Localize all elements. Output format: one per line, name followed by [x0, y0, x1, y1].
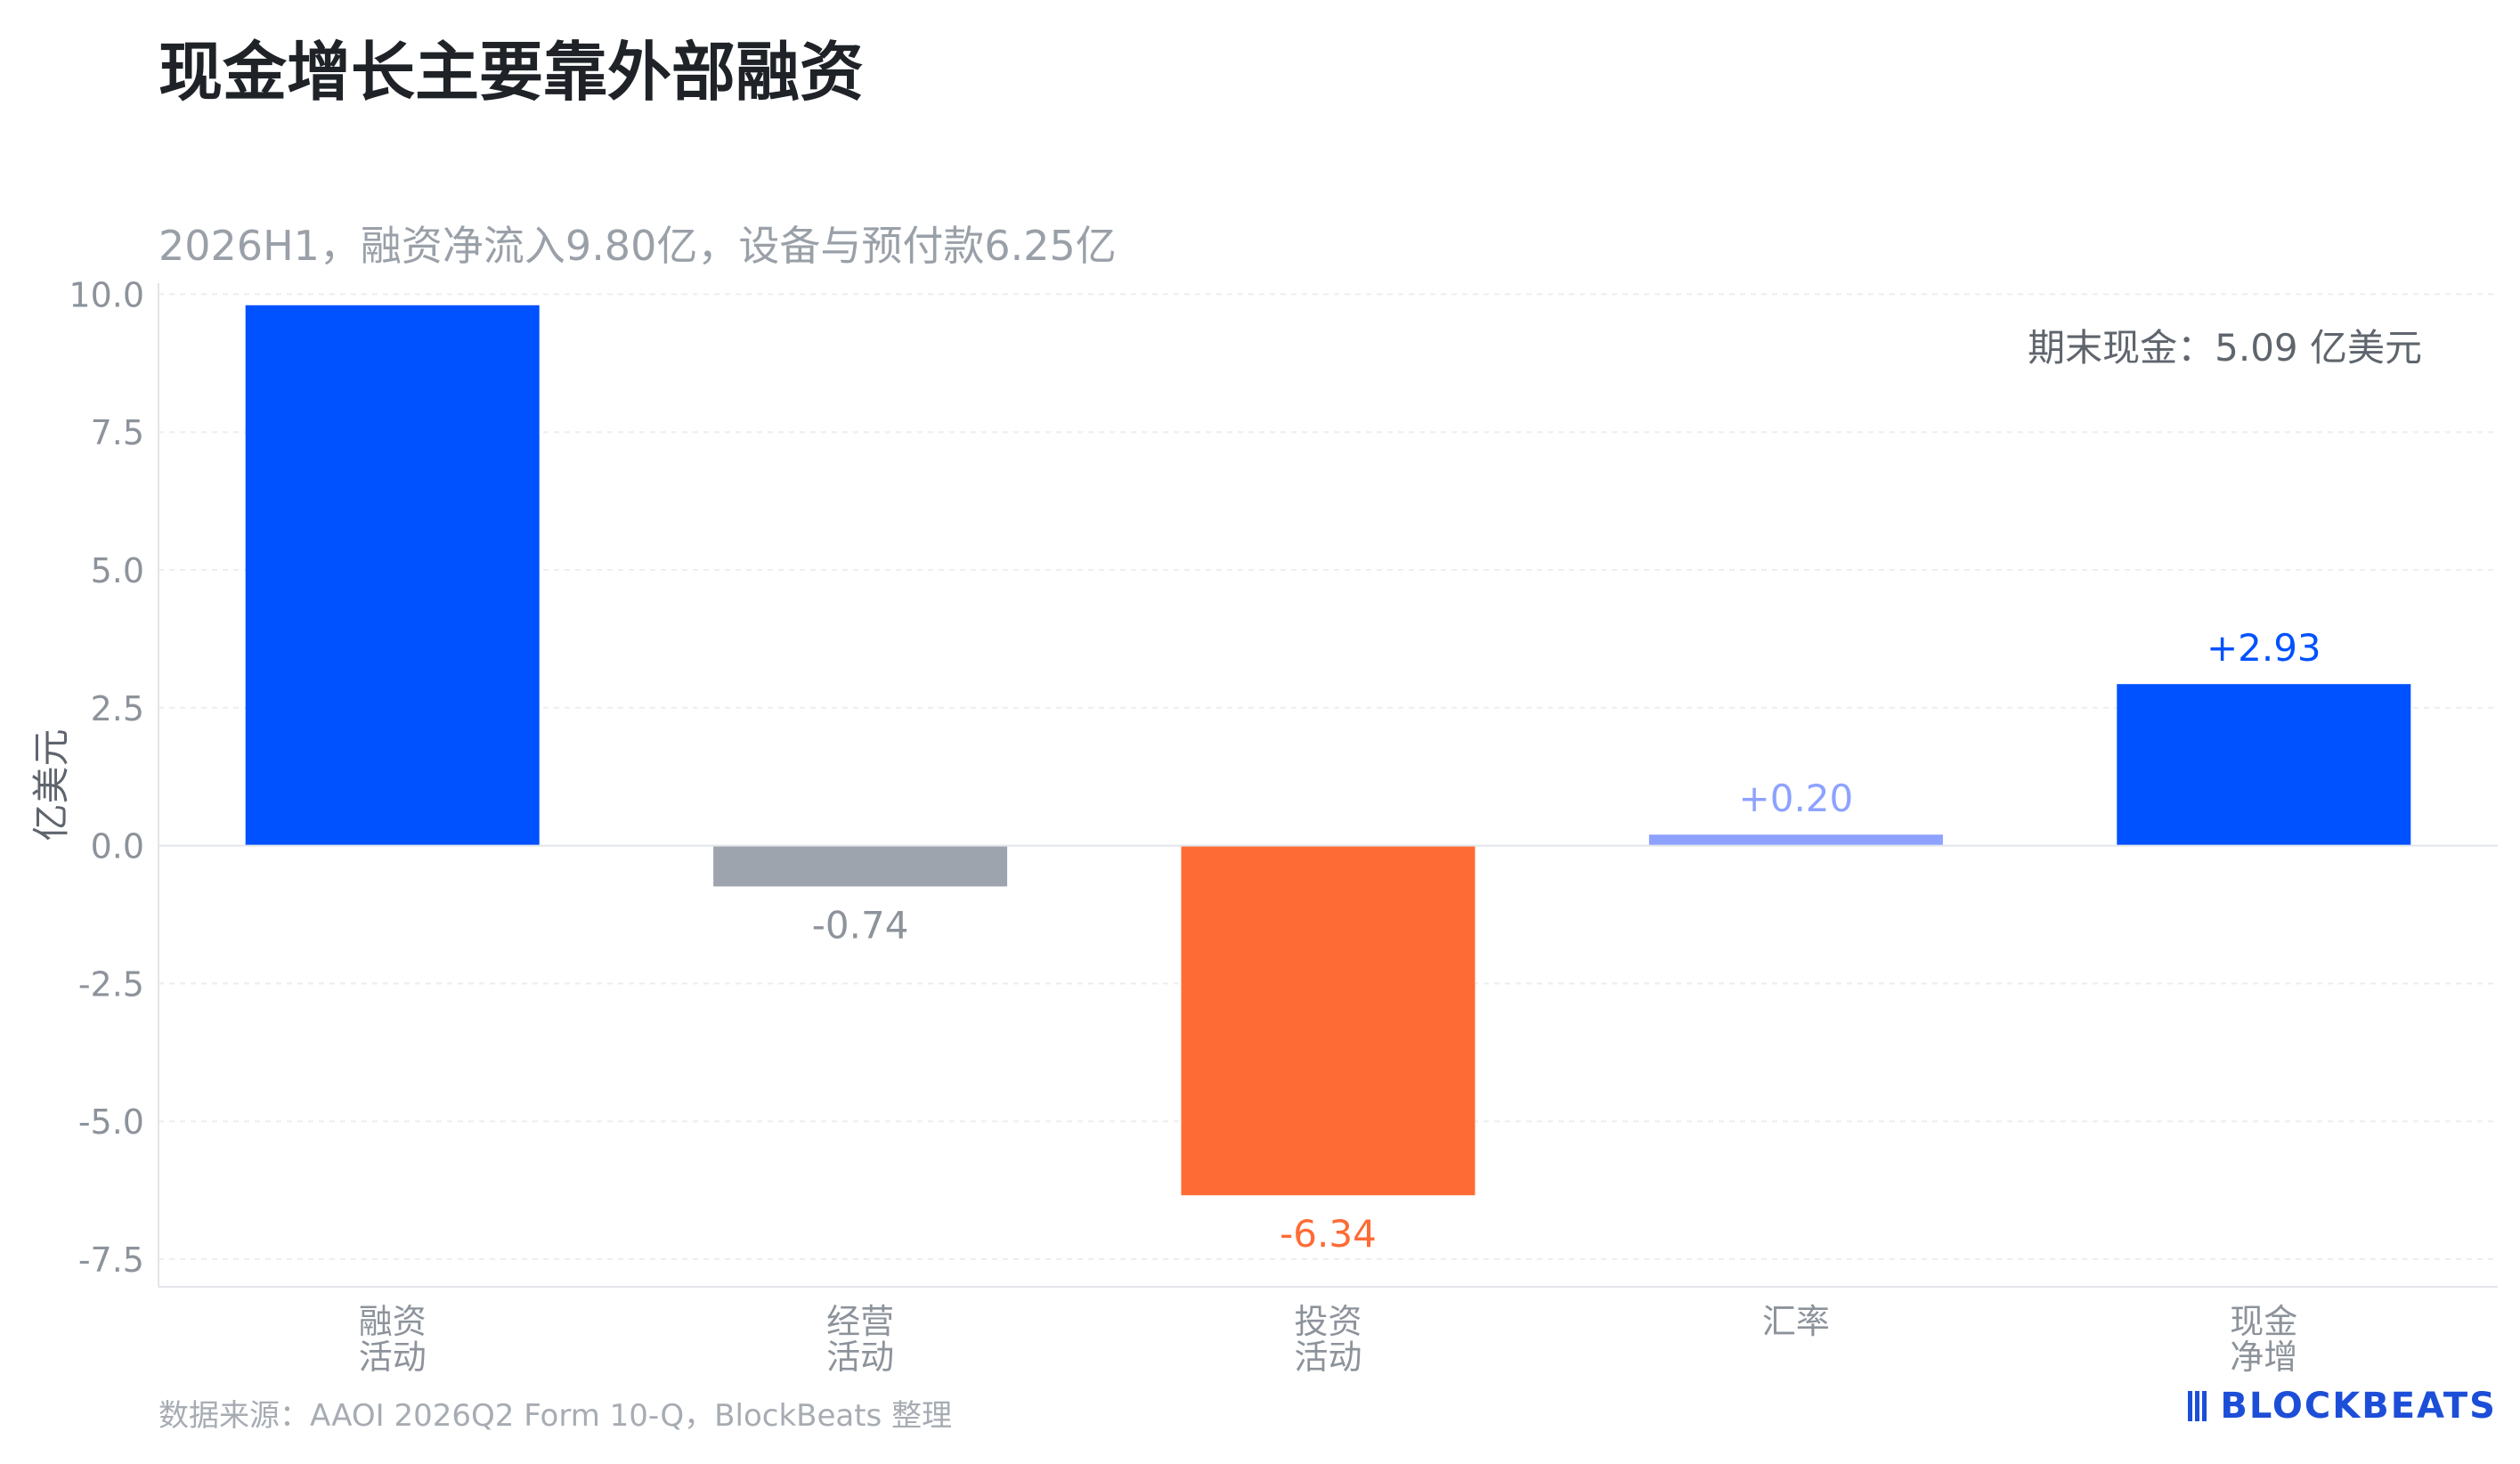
y-tick-label: -5.0	[78, 1102, 144, 1142]
y-tick-label: 0.0	[91, 827, 144, 866]
bar	[713, 845, 1008, 887]
y-axis-label: 亿美元	[29, 728, 73, 841]
x-tick-label: 活动	[359, 1338, 427, 1377]
data-labels: 期末现金：5.09 亿美元 -0.74 -6.34 +0.20 +2.93	[812, 326, 2422, 1256]
y-tick-label: 7.5	[91, 413, 144, 452]
x-tick-label: 投资	[1294, 1302, 1362, 1341]
data-label: +2.93	[2207, 626, 2321, 670]
y-tick-label: 10.0	[69, 275, 144, 314]
x-tick-label: 活动	[1294, 1338, 1362, 1377]
y-tick-label: -2.5	[78, 964, 144, 1004]
chart-title: 现金增长主要靠外部融资	[159, 35, 865, 110]
x-tick-label: 融资	[359, 1302, 427, 1341]
x-tick-label: 净增	[2230, 1338, 2297, 1377]
blockbeats-logo-icon	[2188, 1391, 2207, 1421]
bar	[1648, 834, 1943, 846]
x-tick-label: 现金	[2230, 1302, 2297, 1341]
chart-subtitle: 2026H1，融资净流入9.80亿，设备与预付款6.25亿	[159, 222, 1117, 270]
y-tick-label: -7.5	[78, 1240, 144, 1280]
data-label: -6.34	[1280, 1212, 1377, 1256]
data-label: +0.20	[1739, 777, 1854, 820]
bars	[245, 305, 2411, 1196]
x-tick-label: 活动	[826, 1338, 894, 1377]
source-note: 数据来源：AAOI 2026Q2 Form 10-Q，BlockBeats 整理	[159, 1398, 953, 1434]
x-tick-label: 汇率	[1762, 1302, 1830, 1341]
grid-lines	[159, 293, 2498, 1261]
brand-logo: BLOCKBEATS	[2188, 1386, 2497, 1427]
brand-text: BLOCKBEATS	[2220, 1386, 2497, 1427]
bar	[245, 305, 540, 846]
bar	[1181, 845, 1475, 1196]
axes: 10.07.55.02.50.0-2.5-5.0-7.5亿美元融资活动经营活动投…	[29, 275, 2498, 1377]
y-tick-label: 5.0	[91, 551, 144, 590]
x-tick-label: 经营	[826, 1302, 894, 1341]
ending-cash-annotation: 期末现金：5.09 亿美元	[2028, 326, 2422, 370]
bar	[2117, 684, 2411, 846]
data-label: -0.74	[812, 903, 909, 947]
y-tick-label: 2.5	[91, 689, 144, 728]
